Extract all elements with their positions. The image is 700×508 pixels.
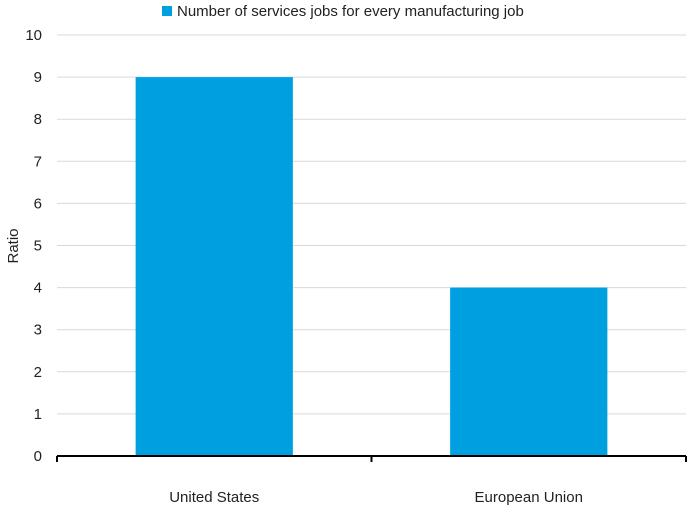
y-tick-label: 3 [34, 322, 42, 339]
legend-swatch [162, 6, 172, 16]
y-tick-label: 0 [34, 448, 42, 465]
legend-label: Number of services jobs for every manufa… [177, 3, 524, 20]
legend: Number of services jobs for every manufa… [162, 3, 524, 20]
y-tick-label: 5 [34, 238, 42, 255]
bars [135, 77, 608, 456]
y-axis-title: Ratio [5, 228, 22, 263]
bar-european-union [450, 287, 608, 456]
y-tick-label: 1 [34, 406, 42, 423]
x-tick-label: European Union [475, 489, 583, 506]
y-axis-ticks: 0 1 2 3 4 5 6 7 8 9 10 [25, 27, 42, 465]
x-tick-label: United States [169, 489, 259, 506]
y-tick-label: 8 [34, 111, 42, 128]
bar-united-states [135, 77, 293, 456]
y-tick-label: 7 [34, 153, 42, 170]
y-tick-label: 2 [34, 364, 42, 381]
x-axis [56, 455, 687, 462]
y-tick-label: 6 [34, 195, 42, 212]
y-tick-label: 9 [34, 69, 42, 86]
x-axis-labels: United States European Union [169, 489, 583, 506]
y-tick-label: 4 [34, 280, 42, 297]
y-tick-label: 10 [25, 27, 42, 44]
